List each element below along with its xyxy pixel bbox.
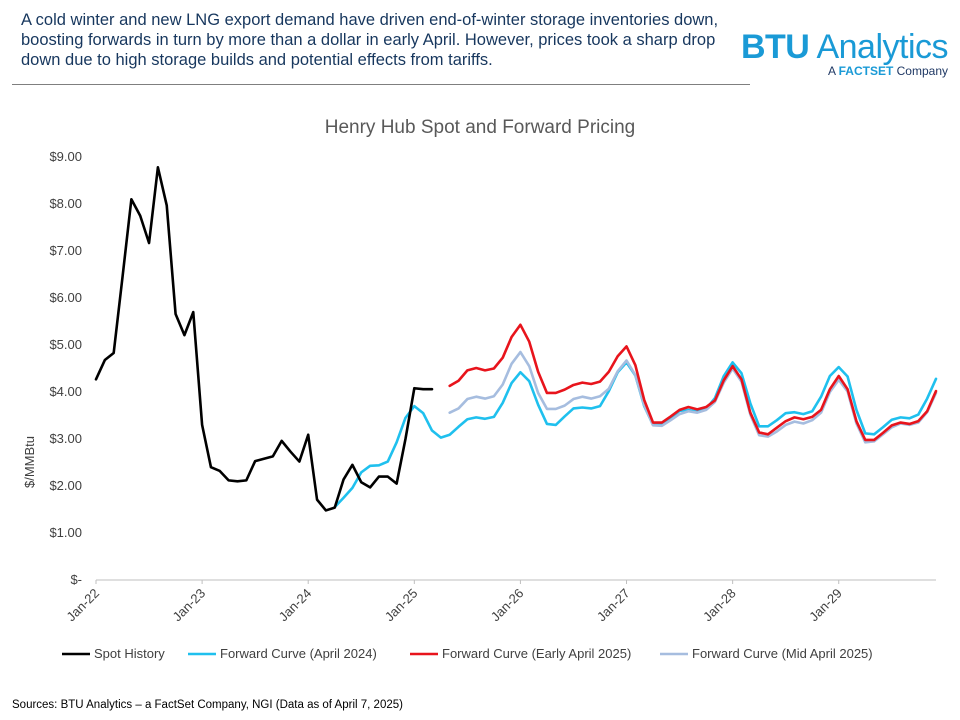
header-divider [12,84,750,85]
y-axis: $- $1.00 $2.00 $3.00 $4.00 $5.00 $6.00 $7.00 $8.… [49,149,82,587]
logo-brand-strong: BTU [740,28,810,66]
series-line-forward-curve-april-2024 [333,361,938,509]
series-line-forward-curve-early-april-2025 [448,323,938,442]
btu-analytics-logo: BTU Analytics A FACTSET Company [740,28,949,78]
x-tick-label: Jan-23 [170,586,209,625]
y-axis-label: $/MMBtu [22,436,37,488]
source-note: Sources: BTU Analytics – a FactSet Compa… [12,699,403,711]
header: A cold winter and new LNG export demand … [0,0,960,92]
y-tick-label: $6.00 [49,290,82,305]
legend-label: Forward Curve (Early April 2025) [442,646,631,661]
series-lines [94,166,938,512]
logo-sub-strong: FACTSET [838,64,894,78]
y-tick-label: $3.00 [49,431,82,446]
y-tick-label: $1.00 [49,525,82,540]
y-tick-label: $5.00 [49,337,82,352]
price-chart: Henry Hub Spot and Forward Pricing $/MMB… [22,117,938,661]
legend-label: Spot History [94,646,165,661]
legend-label: Forward Curve (April 2024) [220,646,377,661]
y-tick-label: $2.00 [49,478,82,493]
logo-sub-rest: Company [893,64,948,78]
x-tick-label: Jan-29 [806,586,845,625]
logo-brand-rest: Analytics [809,28,948,66]
chart-title: Henry Hub Spot and Forward Pricing [325,117,635,138]
y-tick-label: $- [70,572,82,587]
logo-sub-prefix: A [827,64,839,78]
headline-text: A cold winter and new LNG export demand … [21,11,719,69]
x-tick-label: Jan-28 [700,586,739,625]
logo-wordmark: BTU Analytics [740,28,949,66]
y-tick-label: $8.00 [49,196,82,211]
x-tick-label: Jan-22 [63,586,102,625]
x-tick-label: Jan-26 [488,586,527,625]
legend-label: Forward Curve (Mid April 2025) [692,646,873,661]
y-tick-label: $7.00 [49,243,82,258]
legend: Spot History Forward Curve (April 2024) Fo… [62,646,873,661]
x-tick-label: Jan-24 [276,586,315,625]
y-tick-label: $4.00 [49,384,82,399]
x-axis: Jan-22 Jan-23 Jan-24 Jan-25 Jan-26 Jan-27 Jan-… [63,579,936,625]
logo-subtitle: A FACTSET Company [741,64,948,78]
x-tick-label: Jan-25 [382,586,421,625]
series-line-spot-history [94,166,434,512]
y-tick-label: $9.00 [49,149,82,164]
x-tick-label: Jan-27 [594,586,633,625]
